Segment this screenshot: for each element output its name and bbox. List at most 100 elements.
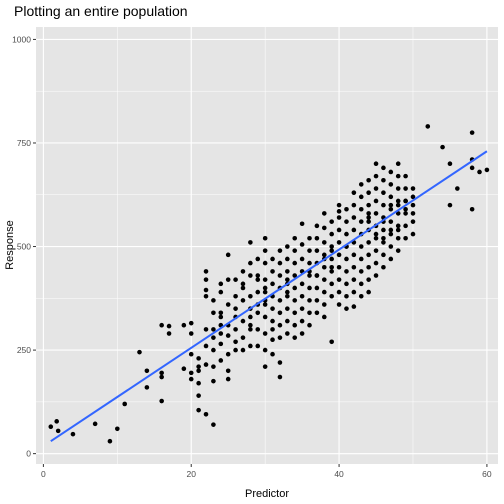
data-point	[321, 277, 327, 282]
data-point	[329, 244, 334, 249]
data-point	[321, 314, 327, 320]
data-point	[351, 289, 357, 295]
data-point	[203, 269, 209, 274]
data-point	[277, 260, 283, 266]
data-point	[321, 302, 327, 307]
data-point	[285, 306, 290, 311]
data-point	[358, 182, 364, 187]
data-point	[299, 318, 305, 324]
data-point	[403, 186, 408, 191]
data-point	[351, 264, 357, 270]
data-point	[270, 318, 275, 324]
data-point	[344, 206, 349, 212]
data-point	[248, 293, 253, 299]
y-tick-label: 250	[17, 345, 31, 355]
data-point	[395, 227, 401, 233]
data-point	[115, 426, 120, 432]
data-point	[366, 264, 371, 270]
data-point	[225, 302, 231, 307]
data-point	[218, 341, 224, 347]
data-point	[344, 269, 349, 274]
x-axis-ticks: 0 20 40 60	[41, 464, 492, 479]
x-tick-label: 20	[186, 469, 196, 479]
data-point	[373, 161, 379, 166]
data-point	[292, 335, 298, 340]
data-point	[92, 421, 98, 427]
x-axis-title: Predictor	[245, 488, 289, 500]
data-point	[203, 277, 209, 282]
data-point	[395, 211, 401, 216]
data-point	[196, 380, 201, 386]
data-point	[366, 289, 371, 295]
data-point	[292, 260, 298, 266]
data-point	[122, 401, 128, 407]
data-point	[211, 327, 216, 332]
data-point	[270, 269, 275, 274]
data-point	[307, 285, 312, 291]
data-point	[299, 281, 305, 287]
data-point	[240, 318, 246, 324]
data-point	[329, 293, 334, 299]
data-point	[358, 244, 364, 249]
data-point	[358, 293, 364, 299]
data-point	[388, 169, 394, 175]
data-point	[440, 144, 445, 150]
data-point	[299, 306, 305, 311]
data-point	[248, 327, 253, 332]
data-point	[314, 285, 320, 291]
data-point	[366, 277, 371, 282]
data-point	[262, 260, 268, 266]
data-point	[351, 252, 357, 258]
data-point	[388, 219, 394, 224]
data-point	[55, 428, 61, 434]
data-point	[388, 182, 394, 187]
data-point	[188, 331, 194, 336]
data-point	[248, 343, 253, 349]
data-point	[388, 231, 394, 237]
data-point	[366, 215, 371, 220]
y-axis-ticks: 0 250 500 750 1000	[12, 34, 36, 459]
data-point	[262, 248, 268, 253]
data-point	[285, 244, 290, 249]
data-point	[196, 407, 201, 413]
data-point	[225, 333, 231, 338]
plot-panel	[36, 27, 498, 464]
data-point	[211, 347, 216, 353]
data-point	[188, 376, 194, 382]
data-point	[262, 235, 268, 241]
data-point	[329, 281, 334, 287]
data-point	[373, 273, 379, 278]
data-point	[344, 219, 349, 224]
data-point	[188, 320, 194, 326]
data-point	[248, 314, 253, 320]
data-point	[366, 202, 371, 208]
data-point	[344, 281, 349, 287]
data-point	[248, 322, 253, 328]
data-point	[447, 202, 453, 208]
data-point	[307, 322, 312, 328]
data-point	[285, 318, 290, 324]
data-point	[314, 310, 320, 316]
data-point	[218, 358, 224, 363]
data-point	[270, 256, 275, 262]
data-point	[425, 124, 431, 129]
data-point	[314, 273, 320, 278]
data-point	[336, 252, 342, 258]
data-point	[321, 264, 327, 270]
data-point	[233, 306, 238, 311]
data-point	[233, 293, 238, 299]
data-point	[307, 235, 312, 241]
x-tick-label: 40	[334, 469, 344, 479]
data-point	[285, 331, 290, 336]
data-point	[351, 215, 357, 220]
x-tick-label: 60	[482, 469, 492, 479]
data-point	[366, 240, 371, 245]
data-point	[395, 173, 401, 179]
data-point	[381, 190, 386, 195]
data-point	[381, 252, 386, 258]
data-point	[388, 194, 394, 200]
data-point	[329, 231, 334, 237]
data-point	[285, 269, 290, 274]
data-point	[299, 331, 305, 336]
data-point	[469, 130, 475, 135]
